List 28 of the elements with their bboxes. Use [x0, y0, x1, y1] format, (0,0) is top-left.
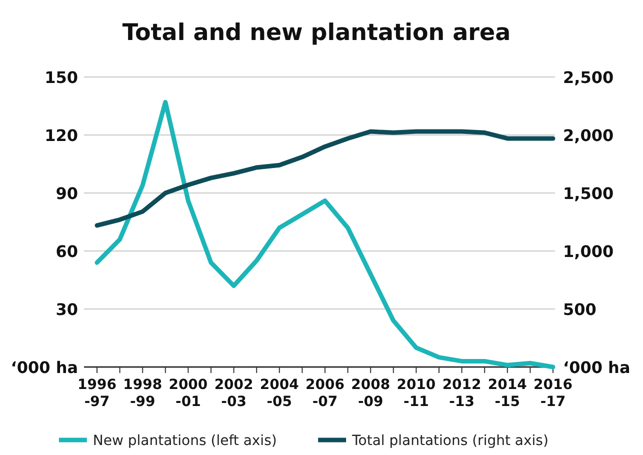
line-series — [94, 129, 556, 228]
x-tick-label: 2004-05 — [260, 377, 300, 410]
y2-tick-label: 2,500 — [563, 68, 614, 87]
x-tick-label: 2002-03 — [214, 377, 254, 410]
y-tick-label: 120 — [44, 126, 78, 145]
x-tick-label: 2016-17 — [534, 377, 572, 410]
y2-tick-label: 1,000 — [563, 242, 614, 261]
line-series — [94, 100, 556, 370]
y-tick-label: 150 — [44, 68, 78, 87]
x-tick-label: 2006-07 — [306, 377, 344, 410]
x-tick-label: 2010-11 — [396, 377, 436, 410]
x-tick-label: 2008-09 — [351, 377, 390, 410]
x-tick-label: 1998-99 — [123, 377, 162, 410]
x-tick-label: 2014-15 — [488, 377, 528, 410]
y2-tick-label: 2,000 — [563, 126, 614, 145]
y-tick-label: ‘000 ha — [10, 358, 78, 377]
y2-tick-label: 500 — [563, 300, 596, 319]
legend-label: Total plantations (right axis) — [351, 433, 548, 449]
y-tick-label: 60 — [56, 242, 78, 261]
y-tick-label: 90 — [56, 184, 78, 203]
x-tick-label: 2000-01 — [168, 377, 208, 410]
y2-tick-label: 1,500 — [563, 184, 614, 203]
chart-title: Total and new plantation area — [122, 20, 511, 46]
y2-tick-label: ‘000 ha — [563, 358, 630, 377]
y-tick-label: 30 — [56, 300, 78, 319]
x-tick-label: 1996-97 — [78, 377, 116, 410]
x-tick-label: 2012-13 — [442, 377, 482, 410]
legend-label: New plantations (left axis) — [92, 433, 277, 449]
